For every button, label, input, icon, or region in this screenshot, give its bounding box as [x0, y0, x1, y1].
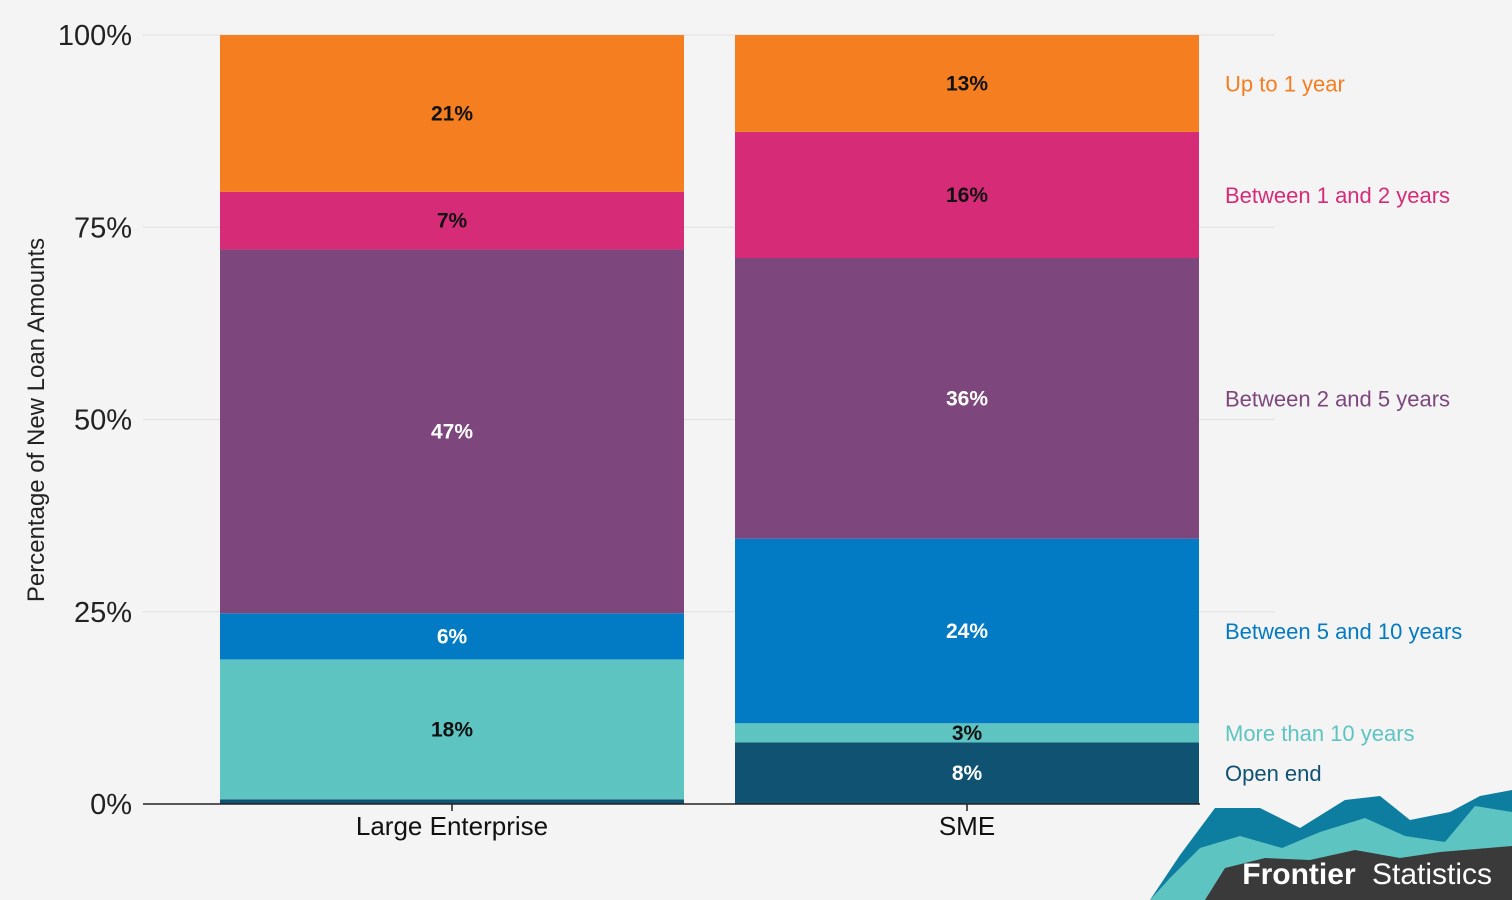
y-tick-label: 50% [74, 405, 132, 437]
bar-segment [220, 613, 684, 660]
bar-segment [220, 249, 684, 614]
segment-data-label: 21% [431, 102, 473, 125]
y-tick-label: 25% [74, 597, 132, 629]
logo-text-bold: Frontier [1242, 858, 1356, 891]
y-tick-label: 75% [74, 212, 132, 244]
legend-label: Between 2 and 5 years [1225, 386, 1450, 411]
logo-mountain-base [1205, 846, 1512, 900]
segment-data-label: 8% [952, 762, 983, 785]
legend-label: Up to 1 year [1225, 71, 1345, 96]
y-tick-label: 100% [58, 20, 132, 52]
bars [220, 35, 1199, 804]
bar-segment [735, 742, 1199, 804]
bar-segment [220, 799, 684, 804]
bar-segment [220, 191, 684, 250]
bar-segment [735, 131, 1199, 259]
y-axis-ticks: 0% 25% 50% 75% 100% [58, 20, 132, 821]
segment-data-label: 47% [431, 420, 473, 443]
legend-label: More than 10 years [1225, 721, 1415, 746]
bar-segment [735, 258, 1199, 539]
bar-segment [220, 659, 684, 800]
segment-data-label: 24% [946, 620, 988, 643]
bar-segment [735, 538, 1199, 724]
legend-label: Between 5 and 10 years [1225, 619, 1462, 644]
legend-label: Open end [1225, 761, 1322, 786]
y-axis-title: Percentage of New Loan Amounts [23, 238, 50, 602]
x-category-label: SME [939, 811, 995, 841]
segment-labels: 18% 6% 47% 7% 21% 8% 3% 24% 36% 16% 13% [431, 72, 988, 785]
segment-data-label: 7% [437, 210, 468, 233]
y-tick-label: 0% [90, 789, 132, 821]
logo-text: Frontier Statistics [1242, 858, 1492, 891]
bar-segment [220, 35, 684, 192]
bar-segment [735, 35, 1199, 132]
segment-data-label: 18% [431, 718, 473, 741]
x-axis-categories: Large Enterprise SME [356, 804, 995, 841]
x-category-label: Large Enterprise [356, 811, 548, 841]
bar-segment [735, 723, 1199, 743]
segment-data-label: 16% [946, 184, 988, 207]
segment-data-label: 36% [946, 387, 988, 410]
segment-data-label: 13% [946, 72, 988, 95]
logo-text-regular: Statistics [1372, 858, 1492, 891]
segment-data-label: 3% [952, 722, 983, 745]
frontier-statistics-logo: Frontier Statistics [1150, 790, 1512, 900]
legend-label: Between 1 and 2 years [1225, 183, 1450, 208]
legend: Open end More than 10 years Between 5 and … [1225, 71, 1462, 786]
segment-data-label: 6% [437, 625, 468, 648]
